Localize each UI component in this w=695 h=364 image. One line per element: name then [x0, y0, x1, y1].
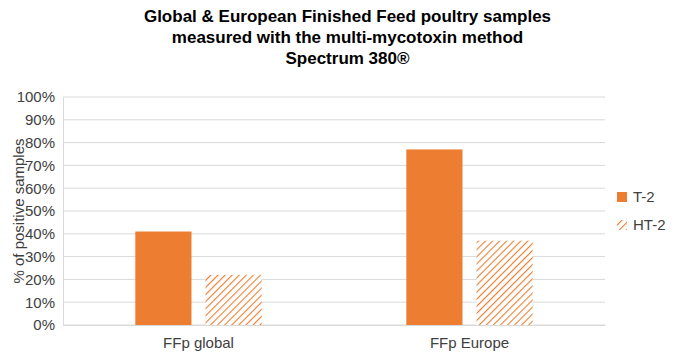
y-tick-label: 0%	[33, 316, 55, 333]
chart: Global & European Finished Feed poultry …	[0, 0, 695, 364]
grid-line	[63, 119, 605, 120]
y-tick-label: 10%	[25, 294, 55, 311]
x-tick-label: FFp Europe	[430, 334, 509, 351]
y-tick-label: 40%	[25, 225, 55, 242]
bars	[135, 149, 532, 325]
legend-swatch	[617, 192, 627, 202]
title-group: Global & European Finished Feed poultry …	[144, 7, 551, 68]
grid-line	[63, 211, 605, 212]
y-tick-label: 20%	[25, 271, 55, 288]
grid-line	[63, 142, 605, 143]
title: Global & European Finished Feed poultry …	[144, 7, 551, 26]
y-tick: 20%	[25, 271, 63, 288]
y-tick-label: 70%	[25, 157, 55, 174]
plot: 0% 10% 20% 30% 40% 50% 60% 70% 80% 90% 100% FFp glo…	[17, 88, 606, 350]
y-tick-label: 60%	[25, 180, 55, 197]
bar	[135, 232, 191, 325]
y-tick: 10%	[25, 294, 63, 311]
y-tick-label: 30%	[25, 248, 55, 265]
y-axis-title: % of positive samples	[10, 138, 27, 283]
y-tick: 100%	[17, 88, 63, 105]
title: measured with the multi-mycotoxin method	[172, 28, 523, 47]
legend-label: T-2	[633, 188, 655, 205]
grid-line	[63, 165, 605, 166]
y-tick: 40%	[25, 225, 63, 242]
y-tick: 70%	[25, 157, 63, 174]
title: Spectrum 380®	[285, 49, 409, 68]
y-tick-label: 50%	[25, 202, 55, 219]
grid-line	[63, 188, 605, 189]
y-tick-label: 90%	[25, 111, 55, 128]
y-tick: 0%	[33, 316, 63, 333]
y-tick: 80%	[25, 134, 63, 151]
grid-line	[63, 97, 605, 98]
legend: T-2 HT-2	[617, 188, 666, 233]
y-tick: 60%	[25, 180, 63, 197]
y-tick: 50%	[25, 202, 63, 219]
bar	[406, 149, 462, 325]
x-tick: FFp Europe	[430, 325, 509, 351]
legend-label: HT-2	[633, 216, 666, 233]
y-axis-line	[63, 98, 64, 326]
x-axis-line	[64, 325, 606, 326]
bar	[477, 241, 533, 325]
grid	[63, 97, 605, 325]
y-tick: 30%	[25, 248, 63, 265]
x-tick-label: FFp global	[163, 334, 234, 351]
x-axis: FFp global FFp Europe	[64, 325, 606, 351]
bar	[206, 275, 262, 325]
y-tick: 90%	[25, 111, 63, 128]
y-tick-label: 80%	[25, 134, 55, 151]
x-tick: FFp global	[163, 325, 234, 351]
legend-swatch	[617, 220, 627, 230]
y-tick-label: 100%	[17, 88, 55, 105]
